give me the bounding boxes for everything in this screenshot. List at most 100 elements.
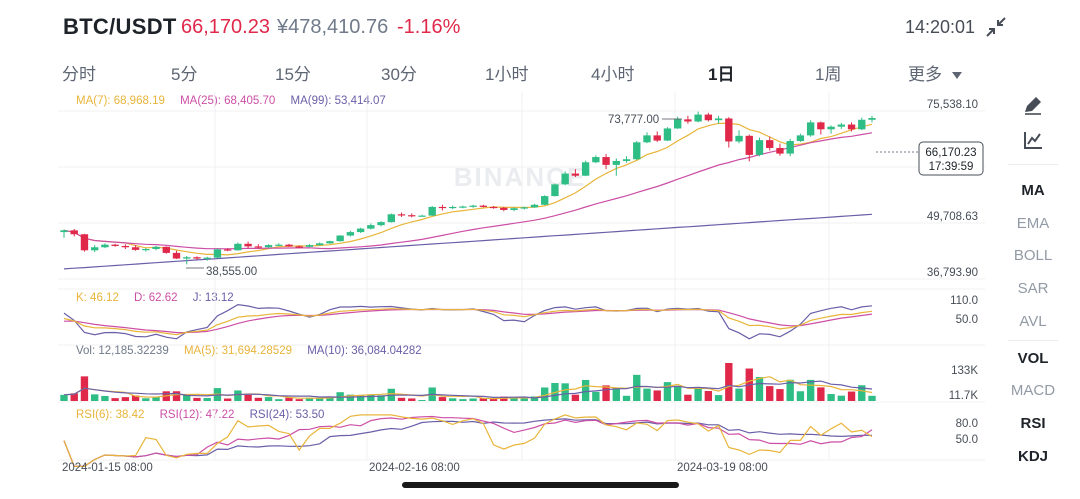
candle-body [510,208,518,210]
candle-body [387,214,395,223]
volume-bar [295,399,303,401]
vol-value-legend: Vol: 12,185.32239 [76,345,169,357]
tab-more[interactable]: 更多 [908,60,962,85]
candle-body [152,246,160,249]
candle-body [725,118,733,142]
ma-legend: MA(7): 68,968.19 MA(25): 68,405.70 MA(99… [76,95,398,107]
kdj-tick-high: 110.0 [950,295,978,307]
volume-bar [377,395,385,401]
tab-4hour[interactable]: 4小时 [591,65,635,84]
y-tick-bottom: 36,793.90 [927,267,978,279]
candle-body [817,122,825,130]
collapse-arrows-icon[interactable] [985,16,1007,38]
volume-bar [755,377,764,401]
candle-body [244,243,252,247]
volume-bar [684,394,692,401]
candles [60,111,876,265]
volume-bar [776,389,784,401]
countdown-timer: 17:39:59 [929,161,974,173]
volume-bar [91,394,99,401]
pen-draw-icon[interactable] [1022,94,1044,116]
volume-bar [796,391,805,401]
candlestick-chart[interactable]: BINANCE 75,538.10 49,708.63 36,793.90 11… [0,0,1000,480]
candle-body [172,252,181,259]
volume-bar [193,397,201,401]
candle-body [356,228,365,233]
ma7-line [63,122,873,256]
sidebar-boll[interactable]: BOLL [1013,247,1053,264]
symbol-title[interactable]: BTC/USDT [63,14,177,39]
change-percent: -1.16% [397,16,461,38]
candle-body [377,222,385,226]
volume-bar [397,397,406,401]
ma7-legend: MA(7): 68,968.19 [76,95,165,107]
volume-bar [244,395,252,401]
candle-body [796,135,805,142]
volume-bar [663,382,672,401]
candle-body [735,135,743,142]
candle-body [193,257,201,259]
sidebar-sar[interactable]: SAR [1017,280,1049,297]
tab-15min[interactable]: 15分 [275,65,311,84]
rsi-legend: RSI(6): 38.42 RSI(12): 47.22 RSI(24): 53… [76,409,336,421]
candle-body [673,119,682,129]
ticker-header: BTC/USDT 66,170.23 ¥478,410.76 -1.16% 14… [0,12,1080,44]
tab-30min[interactable]: 30分 [381,65,417,84]
candle-body [571,173,580,176]
candle-body [479,205,488,207]
sidebar-ema[interactable]: EMA [1016,215,1050,232]
last-price: 66,170.23 [181,16,270,38]
candle-body [827,126,835,130]
vol-tick-high: 133K [951,365,978,377]
sidebar-ma[interactable]: MA [1021,182,1045,199]
volume-bar [592,391,600,401]
rsi-tick-high: 80.0 [956,418,978,430]
candle-body [530,204,539,208]
candle-body [837,124,845,127]
sidebar-rsi[interactable]: RSI [1020,415,1046,432]
candle-body [602,157,610,165]
sidebar-vol[interactable]: VOL [1017,350,1049,367]
candle-body [121,245,130,248]
candle-body [847,124,856,130]
volume-bar [142,398,150,401]
tab-1day[interactable]: 1日 [708,65,735,84]
volume-bar [622,395,631,401]
y-tick-mid: 49,708.63 [927,211,978,223]
volume-bar [653,390,661,401]
volume-bar [602,385,610,401]
rsi6-line [63,414,873,467]
tab-1hour[interactable]: 1小时 [485,65,529,84]
sidebar-kdj[interactable]: KDJ [1017,448,1048,465]
volume-bar [121,397,130,401]
j-legend: J: 13.12 [192,292,234,304]
candle-body [561,173,569,185]
low-annotation: 38,555.00 [206,266,257,278]
candle-body [633,142,641,160]
candle-body [622,159,631,161]
ma-lines [63,122,873,270]
candle-body [397,214,406,216]
chart-indicator-icon[interactable] [1022,129,1044,151]
k-legend: K: 46.12 [76,292,119,304]
volume-bar [234,390,242,401]
tab-1min[interactable]: 分时 [62,65,96,84]
volume-bar [847,391,856,401]
tab-5min[interactable]: 5分 [171,65,198,84]
candle-body [459,206,467,208]
volume-bar [489,398,498,401]
candle-body [162,246,170,253]
candle-body [418,215,426,217]
sidebar-macd[interactable]: MACD [1010,382,1056,399]
volume-bar [561,383,569,401]
volume-bar [673,385,682,401]
sidebar-divider [1008,164,1058,165]
tab-1week[interactable]: 1周 [815,65,842,84]
candle-body [755,140,764,155]
volume-bar [469,398,477,401]
volume-bar [541,387,549,401]
volume-bar [694,388,702,401]
y-tick-top: 75,538.10 [927,99,978,111]
candle-body [868,118,876,120]
sidebar-avl[interactable]: AVL [1019,313,1047,330]
